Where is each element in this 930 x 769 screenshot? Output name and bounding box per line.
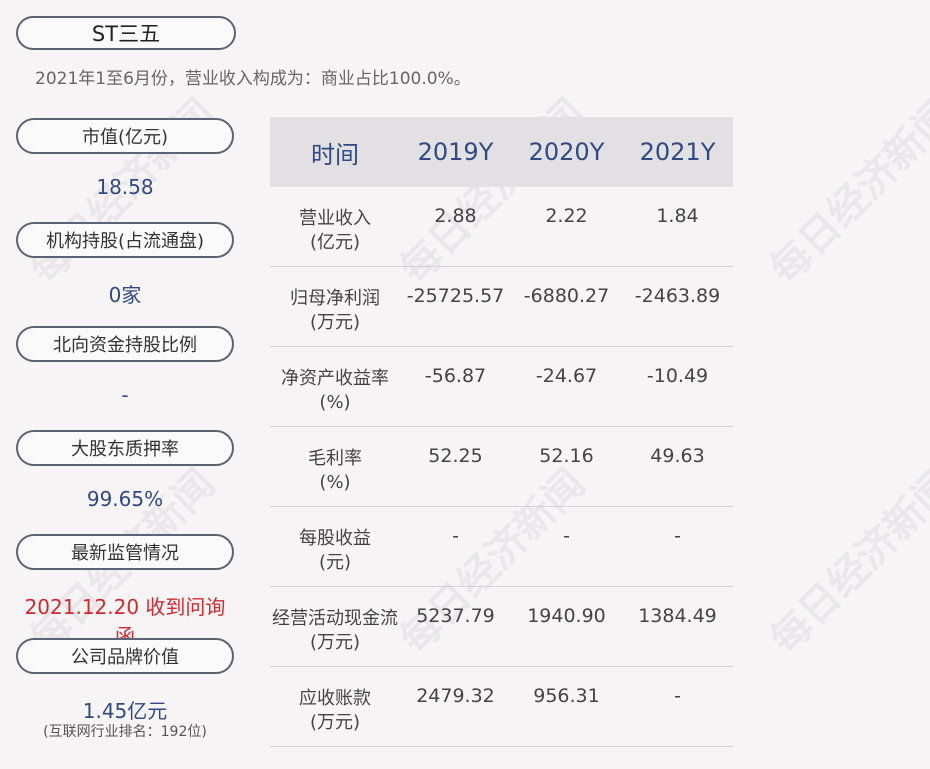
row-unit: (%) xyxy=(319,392,351,413)
row-label: 归母净利润 (万元) xyxy=(270,267,400,335)
table-header: 时间 2019Y 2020Y 2021Y xyxy=(270,117,733,187)
table-row: 营业收入 (亿元) 2.88 2.22 1.84 xyxy=(270,187,733,267)
brand-rank-note: (互联网行业排名：192位) xyxy=(43,724,207,740)
row-name: 归母净利润 xyxy=(290,288,380,309)
cell-2019: 5237.79 xyxy=(416,605,495,627)
market-cap-label: 市值(亿元) xyxy=(16,118,234,154)
regulation-label: 最新监管情况 xyxy=(16,534,234,570)
row-unit: (万元) xyxy=(309,632,361,653)
revenue-summary: 2021年1至6月份，营业收入构成为：商业占比100.0%。 xyxy=(35,69,471,89)
header-2020: 2020Y xyxy=(528,138,605,166)
table-row: 归母净利润 (万元) -25725.57 -6880.27 -2463.89 xyxy=(270,267,733,347)
header-2021: 2021Y xyxy=(639,138,716,166)
table-row: 应收账款 (万元) 2479.32 956.31 - xyxy=(270,667,733,747)
row-unit: (亿元) xyxy=(309,232,361,253)
institution-holding-label: 机构持股(占流通盘) xyxy=(16,222,234,258)
company-title: ST三五 xyxy=(16,16,236,50)
row-name: 经营活动现金流 xyxy=(272,608,398,629)
cell-2020: -6880.27 xyxy=(523,285,610,307)
row-unit: (%) xyxy=(319,472,351,493)
cell-2021: 49.63 xyxy=(650,445,705,467)
watermark: 每日经济新闻 xyxy=(761,90,930,293)
header-time: 时间 xyxy=(311,140,359,169)
cell-2020: -24.67 xyxy=(535,365,598,387)
pledge-ratio-label: 大股东质押率 xyxy=(16,430,234,466)
pledge-ratio-value: 99.65% xyxy=(86,487,164,511)
cell-2021: -10.49 xyxy=(646,365,709,387)
table-row: 毛利率 (%) 52.25 52.16 49.63 xyxy=(270,427,733,507)
cell-2020: 1940.90 xyxy=(527,605,606,627)
cell-2019: 2.88 xyxy=(434,205,477,227)
row-label: 营业收入 (亿元) xyxy=(270,187,400,255)
row-label: 净资产收益率 (%) xyxy=(270,347,400,415)
cell-2021: 1384.49 xyxy=(638,605,717,627)
cell-2021: - xyxy=(674,685,681,707)
row-unit: (元) xyxy=(318,552,352,573)
table-row: 净资产收益率 (%) -56.87 -24.67 -10.49 xyxy=(270,347,733,427)
table-row: 每股收益 (元) - - - xyxy=(270,507,733,587)
row-label: 应收账款 (万元) xyxy=(270,667,400,735)
row-name: 净资产收益率 xyxy=(281,368,389,389)
cell-2019: 2479.32 xyxy=(416,685,495,707)
cell-2021: - xyxy=(674,525,681,547)
row-unit: (万元) xyxy=(309,712,361,733)
brand-value-label: 公司品牌价值 xyxy=(16,638,234,674)
cell-2019: -56.87 xyxy=(424,365,487,387)
cell-2019: -25725.57 xyxy=(406,285,505,307)
table-row: 经营活动现金流 (万元) 5237.79 1940.90 1384.49 xyxy=(270,587,733,667)
cell-2020: 52.16 xyxy=(539,445,594,467)
cell-2019: 52.25 xyxy=(428,445,483,467)
cell-2021: 1.84 xyxy=(656,205,699,227)
row-unit: (万元) xyxy=(309,312,361,333)
northbound-ratio-label: 北向资金持股比例 xyxy=(16,326,234,362)
row-label: 经营活动现金流 (万元) xyxy=(270,587,400,655)
financial-table: 时间 2019Y 2020Y 2021Y 营业收入 (亿元) 2.88 2.22 … xyxy=(270,117,733,747)
market-cap-value: 18.58 xyxy=(96,175,154,199)
row-name: 营业收入 xyxy=(299,208,371,229)
row-label: 毛利率 (%) xyxy=(270,427,400,495)
cell-2020: 2.22 xyxy=(545,205,588,227)
row-name: 毛利率 xyxy=(308,448,362,469)
cell-2020: - xyxy=(563,525,570,547)
cell-2021: -2463.89 xyxy=(634,285,721,307)
row-label: 每股收益 (元) xyxy=(270,507,400,575)
institution-holding-value: 0家 xyxy=(108,283,142,307)
cell-2020: 956.31 xyxy=(533,685,600,707)
row-name: 每股收益 xyxy=(299,528,371,549)
brand-value-value: 1.45亿元 xyxy=(82,699,168,723)
northbound-ratio-value: - xyxy=(121,383,129,407)
row-name: 应收账款 xyxy=(299,688,371,709)
cell-2019: - xyxy=(452,525,459,547)
header-2019: 2019Y xyxy=(417,138,494,166)
watermark: 每日经济新闻 xyxy=(761,460,930,663)
